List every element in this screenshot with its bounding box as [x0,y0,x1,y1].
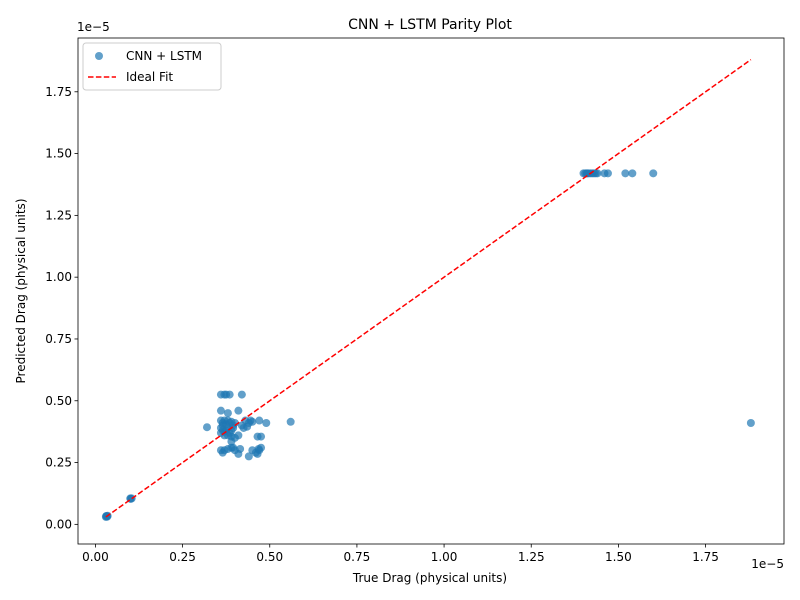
data-point [628,169,637,178]
data-point [237,390,246,399]
x-tick-label: 0.50 [256,550,283,564]
data-point [262,419,271,428]
data-point [218,421,227,430]
data-point [227,437,236,446]
y-tick-label: 1.00 [45,270,72,284]
x-offset-text: 1e−5 [751,557,784,571]
axes-frame [77,37,785,545]
x-tick-label: 0.25 [169,550,196,564]
data-point [248,417,257,426]
data-point [236,444,245,453]
data-point [603,169,612,178]
y-axis-label: Predicted Drag (physical units) [14,199,28,384]
data-point [254,444,263,453]
data-point [257,432,266,441]
data-point [286,417,295,426]
legend-marker-cnn-lstm [95,52,103,60]
data-point [746,419,755,428]
data-point [621,169,630,178]
x-axis-label: True Drag (physical units) [352,571,507,585]
data-point [222,390,231,399]
ideal-fit-line [105,59,752,518]
legend: CNN + LSTM Ideal Fit [82,42,222,91]
x-axis: 0.00 0.25 0.50 0.75 1.00 1.25 1.50 1.75 [82,544,719,564]
plot-area [77,37,785,545]
data-point [593,169,602,178]
data-point [234,406,243,415]
y-tick-label: 0.50 [45,394,72,408]
x-tick-label: 0.75 [344,550,371,564]
data-point [649,169,658,178]
data-point [216,406,225,415]
x-tick-label: 1.00 [431,550,458,564]
data-point [244,452,253,461]
y-tick-label: 0.75 [45,332,72,346]
chart-title: CNN + LSTM Parity Plot [348,17,512,33]
legend-label-ideal-fit: Ideal Fit [126,70,173,84]
x-tick-label: 1.50 [605,550,632,564]
data-point [239,423,248,432]
y-axis: 0.00 0.25 0.50 0.75 1.00 1.25 1.50 1.75 [45,85,78,531]
y-tick-label: 1.50 [45,147,72,161]
x-tick-label: 0.00 [82,550,109,564]
y-tick-label: 0.25 [45,456,72,470]
y-tick-label: 0.00 [45,517,72,531]
x-tick-label: 1.25 [518,550,545,564]
data-point [202,423,211,432]
legend-label-cnn-lstm: CNN + LSTM [126,49,202,63]
y-offset-text: 1e−5 [77,20,110,34]
y-tick-label: 1.25 [45,208,72,222]
data-point [583,169,592,178]
y-tick-label: 1.75 [45,85,72,99]
data-point [255,416,264,425]
x-tick-label: 1.75 [692,550,719,564]
data-point [234,431,243,440]
legend-frame [82,42,222,91]
data-point [223,409,232,418]
